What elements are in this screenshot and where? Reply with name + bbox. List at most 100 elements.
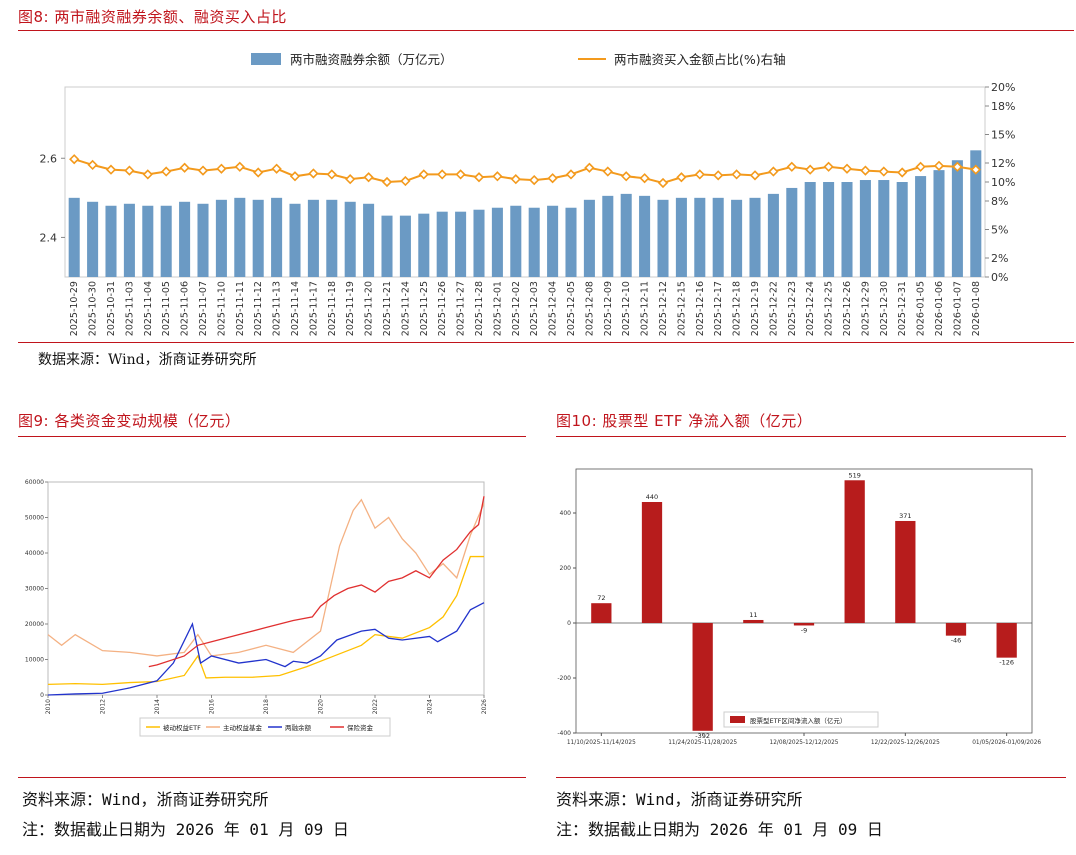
- fig8-bar: [252, 199, 264, 277]
- fig8-left-tick-label: 2.4: [40, 231, 58, 244]
- fig8-x-tick-label: 2025-11-25: [419, 281, 430, 336]
- fig10-bar: [996, 623, 1017, 658]
- fig8-line-point: [234, 161, 245, 172]
- fig8-line-point: [437, 169, 448, 180]
- fig8-bar: [786, 187, 798, 277]
- fig10-x-tick-label: 01/05/2026-01/09/2026: [972, 740, 1041, 746]
- fig8-chart: 2.4 2.6 0% 2% 5% 8% 10% 12% 15% 18% 20% 2025-10-29 2…: [40, 52, 1016, 336]
- fig9-series-line: [148, 496, 485, 668]
- fig9-chart: 0 10000 20000 30000 40000 50000 60000 2010 2012 2…: [25, 479, 488, 737]
- fig8-x-tick-label: 2025-12-04: [548, 281, 559, 336]
- fig8-line-point: [142, 169, 153, 180]
- fig8-line-point: [473, 172, 485, 183]
- fig9-bottom-rule: [18, 777, 526, 778]
- fig9-legend-label: 被动权益ETF: [163, 723, 201, 732]
- fig9-x-tick-label: 2010: [45, 699, 52, 714]
- fig8-line-point: [381, 176, 393, 188]
- fig8-bar: [197, 203, 209, 277]
- fig10-title: 图10: 股票型 ETF 净流入额（亿元）: [556, 412, 813, 430]
- fig8-bottom-rule: [18, 342, 1074, 343]
- fig8-x-tick-label: 2025-12-18: [732, 281, 743, 336]
- fig8-x-tick-label: 2025-12-02: [511, 281, 522, 336]
- fig9-source: 资料来源：Wind，浙商证券研究所: [22, 790, 269, 809]
- fig8-bar: [326, 199, 338, 277]
- fig9-x-tick-label: 2012: [100, 699, 107, 714]
- fig8-x-tick-label: 2025-12-23: [787, 281, 798, 336]
- fig8-bar: [289, 203, 301, 277]
- fig8-bar: [602, 195, 614, 277]
- fig8-bar: [491, 207, 503, 277]
- fig8-line-point: [326, 169, 337, 180]
- fig10-bottom-rule: [556, 777, 1066, 778]
- fig8-x-tick-label: 2025-12-11: [640, 281, 651, 336]
- fig8-x-tick-label: 2025-11-13: [272, 281, 283, 336]
- fig8-bar: [381, 215, 393, 277]
- fig9-legend-box: [139, 717, 391, 737]
- fig8-line-point: [87, 159, 98, 171]
- fig8-x-tick-label: 2025-11-14: [290, 281, 301, 336]
- fig8-line-point: [345, 174, 356, 185]
- fig8-x-tick-label: 2025-11-26: [437, 281, 448, 336]
- fig9-x-tick-label: 2014: [154, 699, 161, 714]
- fig8-bar: [399, 215, 411, 277]
- fig8-x-tick-label: 2025-12-17: [713, 281, 724, 336]
- fig10-y-tick-label: 0: [567, 620, 571, 627]
- fig9-series-line: [47, 498, 485, 657]
- fig10-legend-label: 股票型ETF区间净流入额（亿元）: [750, 716, 846, 725]
- fig8-line-point: [841, 163, 853, 174]
- fig8-bar: [455, 211, 467, 277]
- fig9-legend-label: 主动权益基金: [223, 723, 263, 732]
- fig9-y-tick-label: 60000: [25, 479, 44, 486]
- fig8-line-point: [786, 161, 797, 172]
- fig8-line-point: [492, 171, 503, 182]
- fig8-bar: [565, 207, 577, 277]
- fig8-x-tick-label: 2025-12-29: [860, 281, 871, 336]
- fig8-line-point: [933, 160, 945, 171]
- fig8-bar: [179, 201, 191, 277]
- fig10-data-label: 440: [646, 493, 658, 501]
- fig9-series-line: [47, 602, 485, 696]
- fig8-x-tick-label: 2025-12-26: [842, 281, 853, 336]
- fig8-bar: [896, 182, 908, 277]
- fig8-bar: [547, 205, 559, 277]
- fig8-line-point: [105, 164, 117, 175]
- fig8-x-tick-label: 2025-11-20: [364, 281, 375, 336]
- fig8-x-tick-label: 2026-01-07: [952, 281, 963, 336]
- fig10-bar: [844, 480, 865, 623]
- fig8-x-tick-label: 2025-12-25: [824, 281, 835, 336]
- fig8-bar: [915, 176, 927, 277]
- fig8-line-point: [639, 173, 650, 184]
- fig8-bar: [142, 205, 154, 277]
- fig9-y-tick-label: 0: [40, 692, 44, 699]
- fig8-bar: [363, 203, 375, 277]
- fig8-x-tick-label: 2025-10-29: [69, 281, 80, 336]
- fig8-x-tick-label: 2025-11-19: [345, 281, 356, 336]
- fig8-x-tick-label: 2025-12-01: [492, 281, 503, 336]
- fig8-line-point: [253, 167, 264, 178]
- fig8-line-point: [970, 164, 981, 175]
- fig10-data-label: -9: [801, 626, 807, 634]
- fig8-bar: [841, 182, 853, 277]
- fig8-line-point: [455, 169, 466, 180]
- fig8-x-tick-label: 2025-12-15: [676, 281, 687, 336]
- fig8-x-tick-label: 2026-01-08: [971, 281, 982, 336]
- fig8-x-tick-label: 2025-11-10: [216, 281, 227, 336]
- fig10-x-tick-label: 11/24/2025-11/28/2025: [668, 740, 737, 746]
- fig9-note: 注：数据截止日期为 2026 年 01 月 09 日: [22, 820, 349, 839]
- fig8-right-tick-label: 2%: [991, 252, 1008, 265]
- fig8-x-tick-label: 2025-11-27: [456, 281, 467, 336]
- fig8-legend-bar-swatch: [251, 53, 281, 65]
- fig8-right-tick-label: 12%: [991, 157, 1015, 170]
- fig10-data-label: 519: [848, 471, 860, 479]
- fig8-line-point: [878, 166, 889, 177]
- fig8-bar: [271, 197, 283, 277]
- fig8-line-point: [197, 165, 209, 176]
- fig8-line-point: [400, 175, 411, 187]
- fig8-right-tick-label: 18%: [991, 100, 1015, 113]
- fig9-top-rule: [18, 436, 526, 437]
- fig9-legend-label: 保险资金: [347, 723, 374, 732]
- fig8-x-tick-label: 2025-12-09: [603, 281, 614, 336]
- fig8-right-tick-label: 8%: [991, 195, 1008, 208]
- fig8-x-tick-label: 2025-12-16: [695, 281, 706, 336]
- fig8-bar: [859, 180, 871, 277]
